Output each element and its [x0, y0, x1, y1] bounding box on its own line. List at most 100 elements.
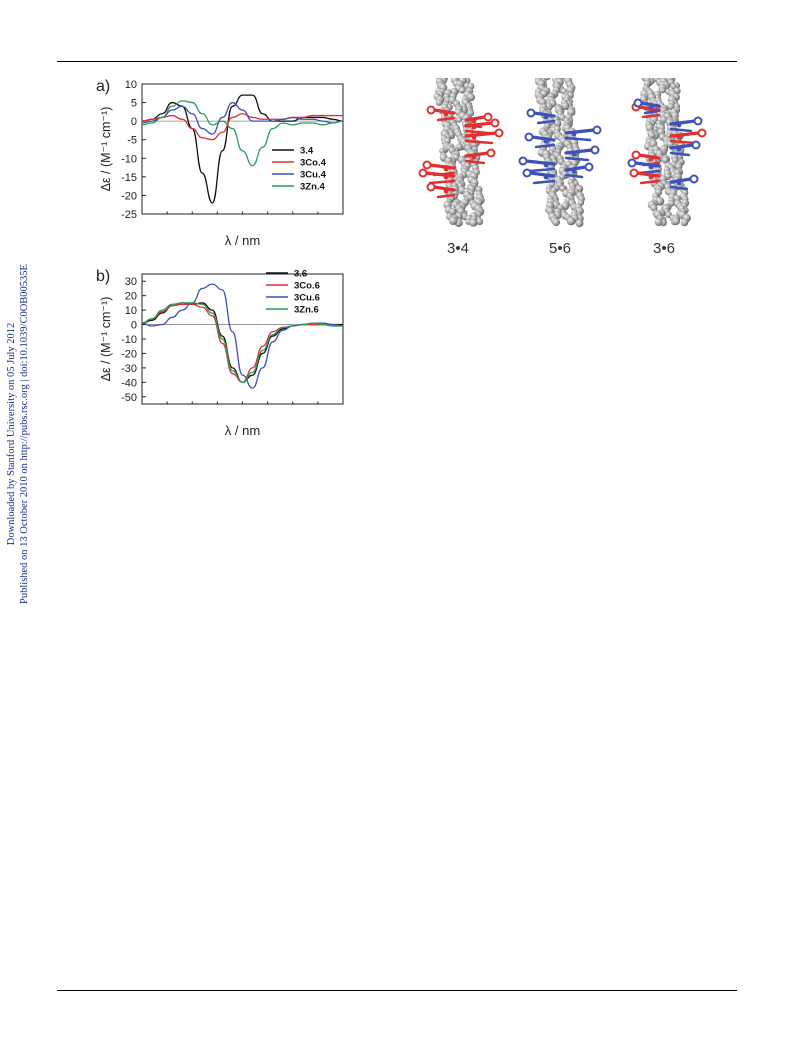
porphyrin-stick: [464, 115, 487, 122]
porphyrin-atom: [443, 188, 449, 194]
porphyrin-stick: [530, 135, 556, 142]
cd-spectrum-chart-b: b) 30 20 10 0 -10 -20 -30 -40 -50 λ / nm Δε / (M⁻¹…: [96, 268, 344, 438]
dna-atom: [680, 218, 689, 227]
dna-atom: [459, 86, 466, 94]
panel-a-label: a): [96, 78, 110, 95]
legend-entry: 3Cu.4: [300, 170, 327, 181]
porphyrin-stick: [464, 131, 498, 138]
dna-atom: [659, 87, 666, 94]
porphyrin-atom: [648, 174, 654, 180]
dna-atom: [552, 218, 560, 226]
helix-3-4: [418, 78, 504, 227]
porphyrin-stick: [532, 111, 556, 118]
porphyrin-ring: [426, 182, 436, 192]
porphyrin-ring: [592, 125, 602, 135]
dna-atom: [435, 99, 443, 106]
y-tick-label: -50: [121, 392, 137, 404]
y-tick-label: -20: [121, 190, 137, 202]
porphyrin-ring: [422, 160, 432, 170]
porphyrin-ring: [526, 108, 536, 118]
y-tick-label: -40: [121, 377, 137, 389]
download-notice: Downloaded by Stanford University on 05 …: [5, 134, 31, 734]
porphyrin-ring: [518, 156, 528, 166]
porphyrin-ring: [627, 158, 637, 168]
porphyrin-stick: [639, 101, 661, 108]
porphyrin-stick: [564, 165, 588, 172]
porphyrin-stick: [635, 171, 661, 178]
porphyrin-stick: [669, 127, 693, 133]
porphyrin-ring: [426, 105, 436, 115]
x-axis-label: λ / nm: [225, 423, 260, 438]
porphyrin-stick: [564, 128, 596, 135]
porphyrin-stick: [528, 171, 556, 178]
porphyrin-ring: [693, 116, 703, 126]
dna-atom: [645, 123, 654, 132]
porphyrin-atom: [471, 134, 477, 140]
x-axis-label: λ / nm: [225, 233, 260, 248]
porphyrin-atom: [648, 164, 654, 170]
porphyrin-ring: [633, 98, 643, 108]
y-tick-label: -5: [127, 135, 137, 147]
porphyrin-stick: [536, 119, 556, 125]
porphyrin-stick: [524, 159, 556, 166]
y-axis-label: Δε / (M⁻¹ cm⁻¹): [99, 297, 113, 382]
series-line-3Cu-4: [141, 101, 344, 135]
dna-atom: [650, 204, 658, 212]
porphyrin-atom: [648, 156, 654, 162]
porphyrin-stick: [464, 159, 486, 165]
porphyrin-stick: [639, 179, 661, 185]
series-line-3-4: [141, 94, 344, 204]
porphyrin-ring: [486, 148, 496, 158]
porphyrin-stick: [424, 171, 456, 178]
porphyrin-stick: [637, 105, 661, 112]
helix-label-3-4: 3•4: [447, 240, 469, 257]
porphyrin-ring: [522, 168, 532, 178]
dna-atom: [654, 218, 663, 227]
cd-spectrum-chart-a: a) 10 5 0 -5 -10 -15 -20 -25 λ / nm Δε / (M⁻¹ cm⁻…: [96, 78, 344, 248]
porphyrin-stick: [464, 151, 490, 158]
y-tick-label: -15: [121, 172, 137, 184]
dna-atom: [455, 116, 463, 123]
series-line-3Co-6: [141, 303, 343, 383]
legend-entry: 3Zn.6: [294, 305, 319, 316]
helix-5-6: [518, 78, 602, 228]
porphyrin-stick: [564, 136, 592, 142]
y-tick-label: -10: [121, 334, 137, 346]
porphyrin-stick: [564, 148, 594, 155]
porphyrin-ring: [483, 112, 493, 122]
porphyrin-stick: [669, 177, 693, 184]
porphyrin-atom: [443, 166, 449, 172]
porphyrin-ring: [629, 168, 639, 178]
porphyrin-ring: [418, 168, 428, 178]
porphyrin-atom: [543, 162, 549, 168]
porphyrin-stick: [669, 185, 689, 191]
porphyrin-ring: [689, 174, 699, 184]
porphyrin-atom: [676, 180, 682, 186]
porphyrin-ring: [524, 132, 534, 142]
porphyrin-stick: [643, 109, 661, 115]
y-tick-label: 0: [131, 116, 137, 128]
porphyrin-ring: [584, 162, 594, 172]
legend-entry: 3Co.4: [300, 158, 327, 169]
porphyrin-stick: [532, 179, 556, 185]
dna-atom: [469, 218, 478, 227]
porphyrin-atom: [571, 151, 577, 157]
legend-entry: 3Zn.4: [300, 182, 326, 193]
porphyrin-stick: [436, 116, 456, 122]
helix-label-5-6: 5•6: [549, 240, 571, 257]
porphyrin-stick: [432, 108, 456, 115]
porphyrin-stick: [633, 161, 661, 168]
series-line-3Co-4: [141, 113, 343, 141]
dna-atom: [476, 218, 484, 226]
y-tick-label: 0: [131, 320, 137, 332]
porphyrin-stick: [534, 143, 556, 149]
porphyrin-stick: [669, 139, 697, 145]
bottom-rule: [57, 990, 737, 991]
porphyrin-stick: [669, 119, 697, 126]
dna-atom: [566, 216, 576, 226]
series-line-3Zn-6: [141, 302, 343, 383]
porphyrin-atom: [471, 154, 477, 160]
dna-atom: [675, 162, 683, 170]
porphyrin-atom: [543, 138, 549, 144]
porphyrin-atom: [571, 168, 577, 174]
